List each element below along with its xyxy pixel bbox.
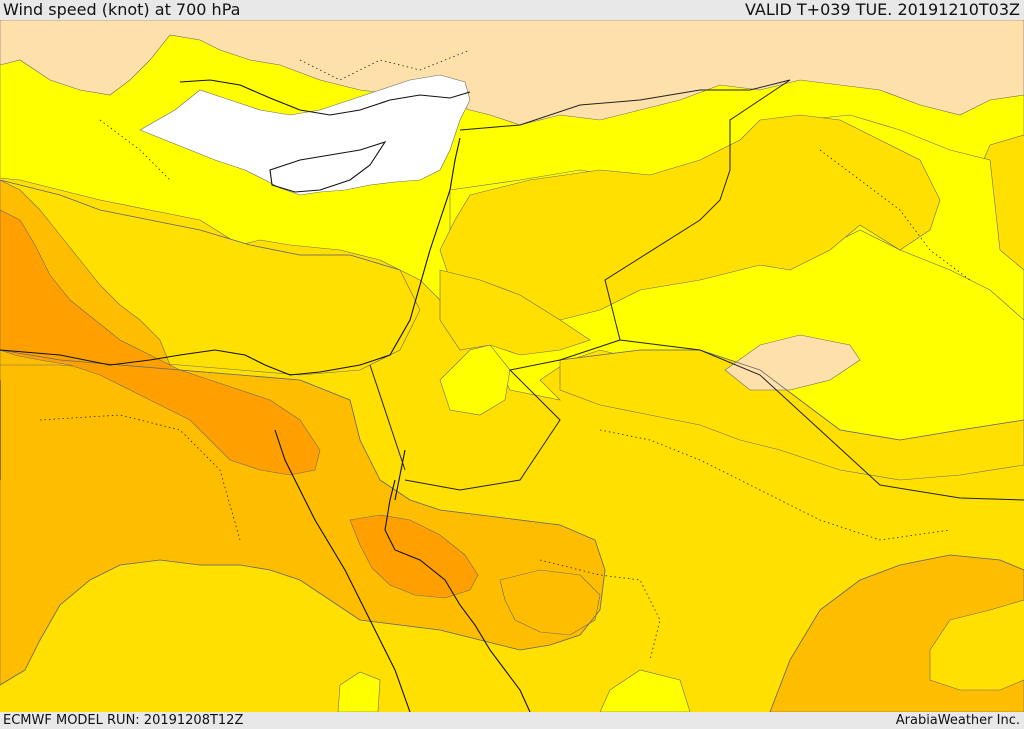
valid-time: VALID T+039 TUE. 20191210T03Z [744, 0, 1020, 19]
border-saudi-jordan [404, 79, 791, 491]
contour-line [0, 179, 401, 271]
band-yellow-s [599, 669, 691, 712]
border-iraq-saudi [619, 339, 1024, 501]
coastline-cyprus [269, 141, 387, 193]
coastline-red-sea-east [384, 479, 531, 712]
admin-border [539, 559, 661, 661]
contour-line [559, 349, 1024, 441]
map-title: Wind speed (knot) at 700 hPa [3, 0, 241, 19]
wind-speed-map[interactable] [0, 20, 1024, 712]
border-sinai [369, 364, 406, 471]
contour-line [769, 554, 1024, 712]
coastline-turkey [179, 79, 471, 116]
band-orange-gulf [349, 514, 479, 599]
admin-border [599, 429, 951, 541]
credit: ArabiaWeather Inc. [895, 713, 1020, 728]
coastline-red-sea-west [274, 429, 411, 712]
band-yellow-sw [337, 671, 381, 712]
band-light-anatolia [0, 20, 1024, 126]
contour-line [0, 349, 606, 686]
band-calm-east-med [139, 74, 471, 196]
footer-bar: ECMWF MODEL RUN: 20191208T12Z ArabiaWeat… [0, 712, 1024, 729]
band-light-iraq [724, 334, 861, 391]
coastline-egypt [0, 137, 461, 376]
border-syria-turkey [459, 79, 791, 131]
header-bar: Wind speed (knot) at 700 hPa VALID T+039… [0, 0, 1024, 20]
band-orange-egypt [0, 209, 321, 476]
admin-border [819, 149, 971, 281]
admin-border [99, 119, 171, 181]
band-yellow-sinai [439, 344, 511, 416]
band-gold-jordan [439, 269, 591, 356]
coastline-gulf-aqaba [394, 449, 406, 501]
band-amber-saudi [499, 569, 601, 636]
model-run: ECMWF MODEL RUN: 20191208T12Z [3, 713, 244, 728]
admin-border [299, 49, 471, 81]
